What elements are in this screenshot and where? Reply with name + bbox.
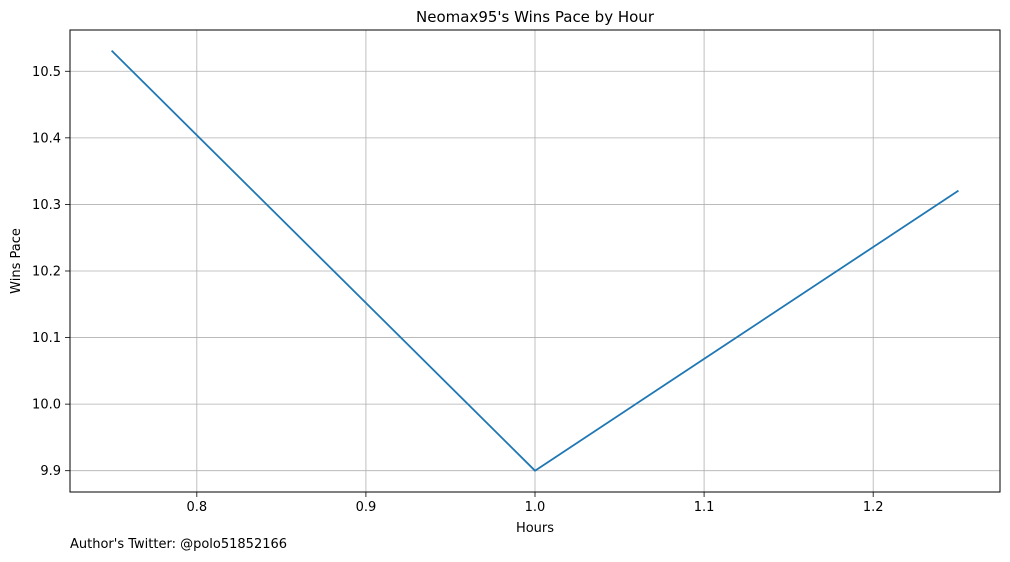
y-tick-label: 10.5: [32, 65, 61, 80]
x-tick-label: 1.2: [863, 500, 884, 515]
y-tick-label: 10.3: [32, 198, 61, 213]
y-tick-label: 10.4: [32, 131, 61, 146]
chart-title: Neomax95's Wins Pace by Hour: [416, 8, 655, 26]
x-tick-label: 1.0: [525, 500, 546, 515]
y-tick-label: 10.1: [32, 331, 61, 346]
y-tick-label: 10.2: [32, 264, 61, 279]
y-axis-label: Wins Pace: [9, 228, 24, 294]
y-tick-label: 10.0: [32, 398, 61, 413]
x-axis: 0.8 0.9 1.0 1.1 1.2: [186, 492, 884, 515]
grid-lines: [70, 30, 1000, 492]
author-twitter-note: Author's Twitter: @polo51852166: [70, 537, 288, 552]
series-layer: [110, 50, 959, 472]
y-tick-label: 9.9: [40, 464, 61, 479]
x-tick-label: 0.8: [186, 500, 207, 515]
x-axis-label: Hours: [516, 521, 554, 536]
x-tick-label: 0.9: [356, 500, 377, 515]
y-axis: 9.9 10.0 10.1 10.2 10.3 10.4 10.5: [32, 65, 70, 479]
x-tick-label: 1.1: [694, 500, 715, 515]
